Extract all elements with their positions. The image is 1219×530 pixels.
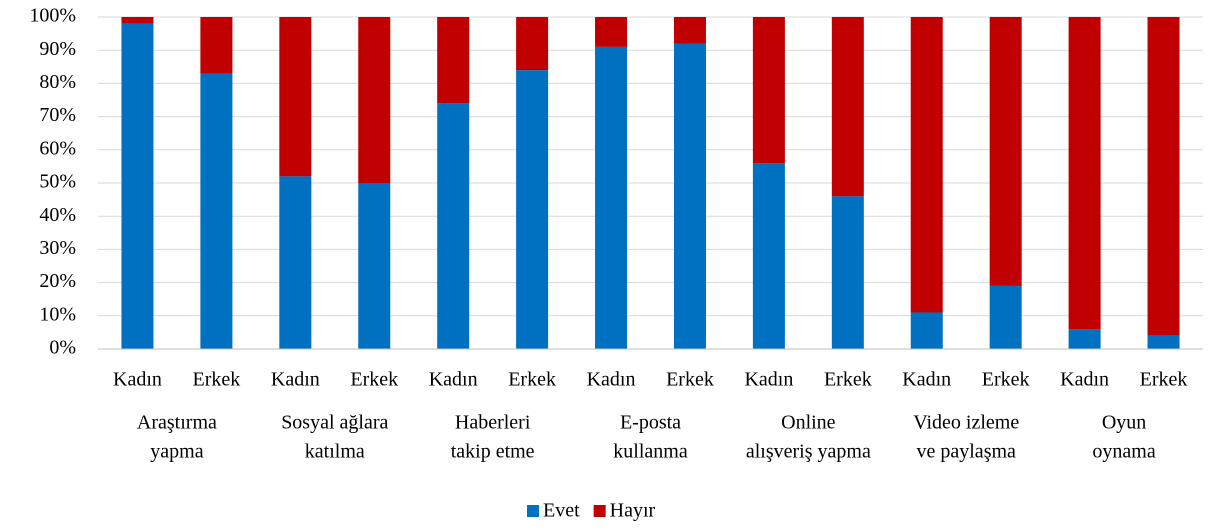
bar-segment <box>595 17 628 47</box>
bar-segment <box>752 17 785 164</box>
y-tick-label: 40% <box>39 204 76 226</box>
bar-segment <box>516 70 549 350</box>
x-tick-label: Erkek <box>193 369 241 391</box>
y-tick-label: 50% <box>39 171 76 193</box>
x-tick-label: Kadın <box>902 369 951 391</box>
x-tick-label: Kadın <box>113 369 162 391</box>
legend-swatch <box>527 505 539 517</box>
group-label: Haberleri <box>455 412 531 434</box>
bar-segment <box>437 17 470 104</box>
bar-segment <box>358 183 391 349</box>
group-label: oynama <box>1092 441 1155 463</box>
bar-segment <box>1068 17 1101 330</box>
legend-label: Evet <box>543 500 580 522</box>
y-tick-label: 90% <box>39 38 76 60</box>
bar-segment <box>910 17 943 313</box>
bar-segment <box>831 196 864 349</box>
group-label: Sosyal ağlara <box>281 412 388 434</box>
y-tick-label: 0% <box>49 337 76 359</box>
bar-segment <box>1147 17 1180 336</box>
x-tick-label: Kadın <box>429 369 478 391</box>
legend-label: Hayır <box>610 500 656 522</box>
x-tick-label: Kadın <box>587 369 636 391</box>
y-tick-label: 10% <box>39 303 76 325</box>
x-tick-label: Kadın <box>1060 369 1109 391</box>
bar-segment <box>831 17 864 197</box>
group-label: katılma <box>305 441 365 463</box>
bar-segment <box>595 46 628 349</box>
y-tick-label: 100% <box>29 5 76 27</box>
bar-segment <box>752 163 785 349</box>
bar-segment <box>1068 329 1101 349</box>
bar-segment <box>121 17 154 24</box>
x-tick-label: Erkek <box>350 369 398 391</box>
x-tick-label: Erkek <box>1140 369 1188 391</box>
group-label: Oyun <box>1102 412 1146 434</box>
x-tick-label: Kadın <box>744 369 793 391</box>
group-label: takip etme <box>451 441 535 463</box>
bar-segment <box>989 17 1022 286</box>
bar-segment <box>989 285 1022 349</box>
group-label: Video izleme <box>913 412 1019 434</box>
bar-segment <box>437 103 470 349</box>
group-label: yapma <box>150 441 203 463</box>
bar-segment <box>279 17 312 177</box>
bar-segment <box>516 17 549 71</box>
bar-segment <box>279 176 312 349</box>
bar-segment <box>200 17 233 74</box>
bar-segment <box>200 73 233 349</box>
group-label: alışveriş yapma <box>746 441 871 463</box>
y-tick-label: 80% <box>39 71 76 93</box>
bar-segment <box>673 43 706 350</box>
x-tick-label: Erkek <box>666 369 714 391</box>
group-label: ve paylaşma <box>917 441 1017 463</box>
y-tick-label: 30% <box>39 237 76 259</box>
x-tick-label: Erkek <box>982 369 1030 391</box>
group-label: Araştırma <box>137 412 217 434</box>
y-tick-label: 70% <box>39 104 76 126</box>
bar-segment <box>121 23 154 349</box>
group-label: E-posta <box>620 412 681 434</box>
y-tick-label: 60% <box>39 137 76 159</box>
x-tick-label: Erkek <box>508 369 556 391</box>
group-label: kullanma <box>613 441 688 463</box>
legend-swatch <box>593 505 606 517</box>
group-label: Online <box>781 412 836 434</box>
bar-segment <box>673 17 706 44</box>
x-tick-label: Erkek <box>824 369 872 391</box>
y-tick-label: 20% <box>39 270 76 292</box>
x-tick-label: Kadın <box>271 369 320 391</box>
bar-segment <box>358 17 391 183</box>
bar-segment <box>910 312 943 349</box>
bar-segment <box>1147 335 1180 349</box>
